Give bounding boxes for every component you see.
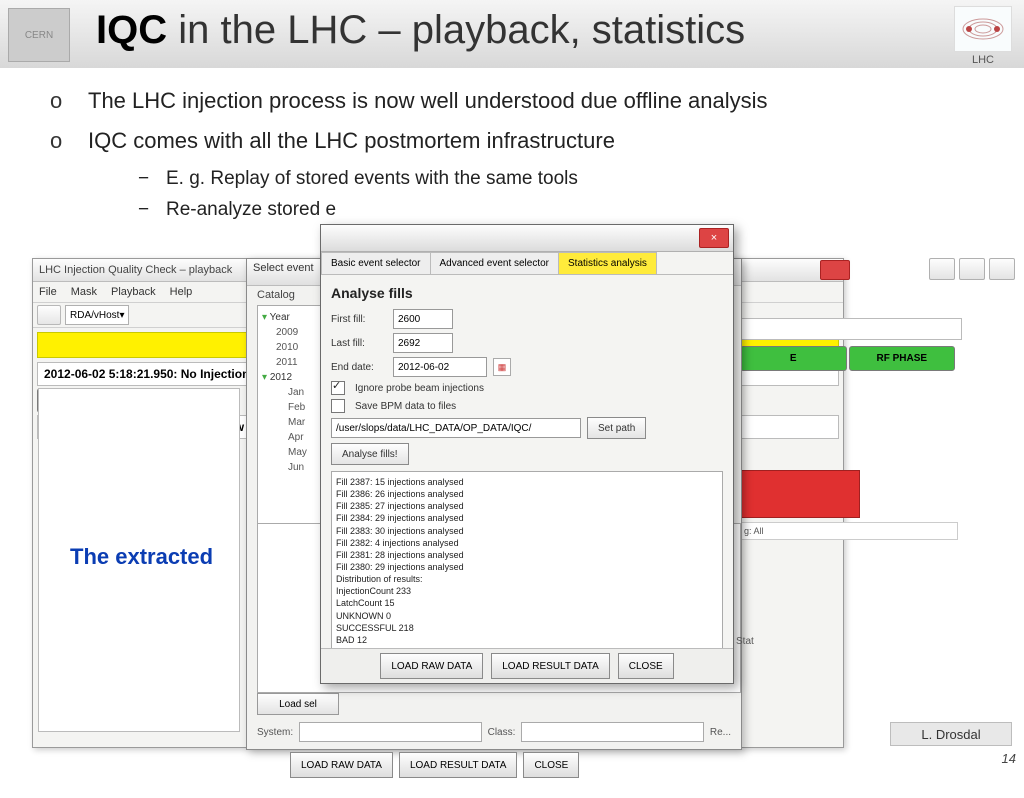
right-red-status <box>740 470 860 518</box>
bullet-2: IQC comes with all the LHC postmortem in… <box>88 124 615 158</box>
overlay-text-extracted: The extracted <box>70 544 213 570</box>
tab-rf-phase[interactable]: RF PHASE <box>849 346 956 371</box>
menu-file[interactable]: File <box>39 286 57 298</box>
right-title-strip <box>740 318 962 340</box>
last-fill-label: Last fill: <box>331 338 387 349</box>
dialog-footer: LOAD RAW DATA LOAD RESULT DATA CLOSE <box>321 648 733 683</box>
btn-load-raw-2[interactable]: LOAD RAW DATA <box>290 752 393 778</box>
class-label: Class: <box>488 727 516 738</box>
save-bpm-checkbox[interactable] <box>331 399 345 413</box>
system-label: System: <box>257 727 293 738</box>
close-icon[interactable]: × <box>699 228 729 248</box>
right-window-controls <box>860 258 1015 288</box>
dialog-body: Analyse fills First fill: Last fill: End… <box>321 275 733 679</box>
sub-2: Re-analyze stored e <box>166 199 336 220</box>
tab-statistics-analysis[interactable]: Statistics analysis <box>558 252 657 274</box>
analysis-results-box[interactable]: Fill 2387: 15 injections analysedFill 23… <box>331 471 723 671</box>
host-combo[interactable]: RDA/vHost ▾ <box>65 305 129 325</box>
author-badge: L. Drosdal <box>890 722 1012 746</box>
calendar-icon[interactable]: ▦ <box>493 358 511 376</box>
tab-basic-selector[interactable]: Basic event selector <box>321 252 431 274</box>
path-input[interactable] <box>331 418 581 438</box>
end-date-label: End date: <box>331 362 387 373</box>
right-min-icon[interactable] <box>929 258 955 280</box>
select-event-footer-buttons: LOAD RAW DATA LOAD RESULT DATA CLOSE <box>290 752 579 798</box>
btn-close-2[interactable]: CLOSE <box>523 752 579 778</box>
class-field[interactable] <box>521 722 703 742</box>
end-date-input[interactable] <box>393 357 487 377</box>
toolbar-button-1[interactable] <box>37 305 61 325</box>
tab-e[interactable]: E <box>740 346 847 371</box>
first-fill-input[interactable] <box>393 309 453 329</box>
right-misc-text: g: All <box>740 522 958 540</box>
stat-label: Stat <box>736 636 754 647</box>
tab-advanced-selector[interactable]: Advanced event selector <box>430 252 560 274</box>
dialog-heading: Analyse fills <box>331 285 723 301</box>
lhc-label: LHC <box>972 54 994 66</box>
sub-1: E. g. Replay of stored events with the s… <box>166 168 578 189</box>
load-selection-button[interactable]: Load sel <box>257 693 339 715</box>
right-close-icon[interactable] <box>989 258 1015 280</box>
slide-title: IQC in the LHC – playback, statistics <box>96 8 745 53</box>
re-label: Re... <box>710 727 731 738</box>
btn-load-raw[interactable]: LOAD RAW DATA <box>380 653 483 679</box>
btn-close[interactable]: CLOSE <box>618 653 674 679</box>
dialog-titlebar[interactable]: × <box>321 225 733 252</box>
bullet-1: The LHC injection process is now well un… <box>88 84 768 118</box>
system-class-row: System: Class: Re... <box>257 721 731 743</box>
title-rest: in the LHC – playback, statistics <box>167 8 745 52</box>
btn-load-result-2[interactable]: LOAD RESULT DATA <box>399 752 518 778</box>
menu-help[interactable]: Help <box>170 286 193 298</box>
analyse-fills-dialog: × Basic event selector Advanced event se… <box>320 224 734 684</box>
menu-mask[interactable]: Mask <box>71 286 97 298</box>
title-prefix: IQC <box>96 8 167 52</box>
catalog-label: Catalog <box>257 289 295 301</box>
right-tabs: E RF PHASE <box>740 346 955 371</box>
bullet-list: oThe LHC injection process is now well u… <box>50 84 768 225</box>
page-number: 14 <box>1002 751 1016 766</box>
system-field[interactable] <box>299 722 481 742</box>
set-path-button[interactable]: Set path <box>587 417 646 439</box>
btn-load-result[interactable]: LOAD RESULT DATA <box>491 653 610 679</box>
analyse-fills-button[interactable]: Analyse fills! <box>331 443 409 465</box>
last-fill-input[interactable] <box>393 333 453 353</box>
first-fill-label: First fill: <box>331 314 387 325</box>
cern-logo: CERN <box>8 8 70 62</box>
lhc-logo <box>954 6 1012 52</box>
ignore-probe-label: Ignore probe beam injections <box>355 383 484 394</box>
save-bpm-label: Save BPM data to files <box>355 401 456 412</box>
dialog-tabs: Basic event selector Advanced event sele… <box>321 252 733 275</box>
right-max-icon[interactable] <box>959 258 985 280</box>
ignore-probe-checkbox[interactable] <box>331 381 345 395</box>
right-close-button[interactable] <box>820 260 850 280</box>
menu-playback[interactable]: Playback <box>111 286 156 298</box>
